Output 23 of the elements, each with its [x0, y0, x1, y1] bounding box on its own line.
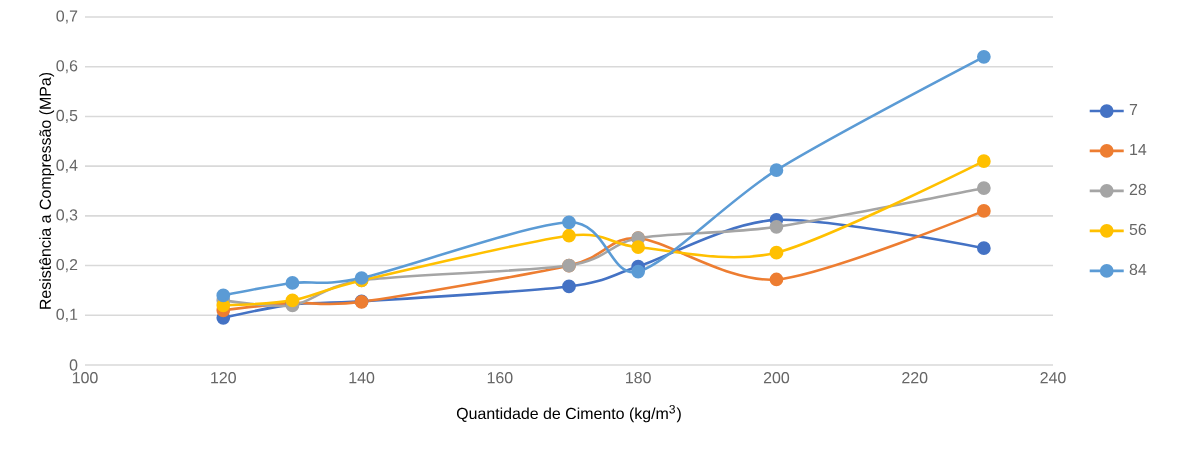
y-tick-label: 0,2	[56, 258, 78, 273]
x-tick-label: 180	[626, 372, 651, 384]
y-tick-label: 0,1	[56, 308, 78, 322]
y-tick-label: 0,4	[56, 159, 78, 173]
legend-label: 7	[1129, 104, 1138, 116]
y-tick-label: 0,7	[56, 10, 78, 24]
x-tick-label: 220	[902, 372, 928, 384]
y-axis-title: Resistência a Compressão (MPa)	[39, 72, 55, 309]
legend-label: 56	[1129, 223, 1147, 236]
x-tick-label: 140	[349, 372, 375, 384]
y-tick-label: 0,3	[56, 209, 78, 223]
legend-label: 84	[1129, 263, 1147, 276]
x-tick-label: 120	[211, 372, 236, 384]
x-tick-label: 240	[1040, 372, 1066, 384]
x-tick-label: 100	[72, 372, 98, 384]
x-tick-label: 160	[487, 372, 513, 384]
y-tick-label: 0	[69, 359, 78, 371]
legend-label: 28	[1129, 183, 1147, 196]
y-tick-label: 0,5	[56, 109, 78, 124]
legend-label: 14	[1130, 143, 1147, 155]
y-tick-label: 0,6	[56, 60, 78, 74]
x-axis-title: Quantidade de Cimento (kg/m$^{3}$)	[456, 404, 681, 423]
x-tick-label: 200	[763, 372, 790, 384]
